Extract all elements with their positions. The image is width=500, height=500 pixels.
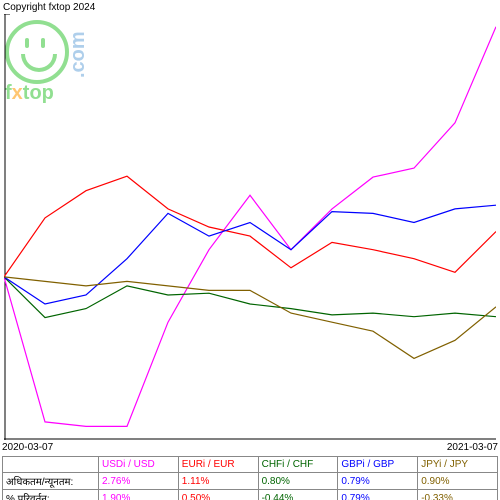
col-header: EURi / EUR — [178, 457, 258, 473]
col-header: CHFi / CHF — [258, 457, 338, 473]
table-cell: 1.11% — [178, 473, 258, 490]
series-line — [4, 176, 496, 277]
table-cell: 0.80% — [258, 473, 338, 490]
table-cell: 0.50% — [178, 490, 258, 500]
row-label: अधिकतम/न्यूनतम: — [3, 473, 99, 490]
series-line — [4, 205, 496, 304]
table-cell: 0.79% — [338, 490, 418, 500]
table-row: % परिवर्तन: 1.90% 0.50% -0.44% 0.79% -0.… — [3, 490, 498, 500]
x-axis-start-label: 2020-03-07 — [2, 442, 53, 453]
col-header: USDi / USD — [99, 457, 179, 473]
table-cell: -0.33% — [418, 490, 498, 500]
table-row: अधिकतम/न्यूनतम: 2.76% 1.11% 0.80% 0.79% … — [3, 473, 498, 490]
col-header: JPYi / JPY — [418, 457, 498, 473]
series-line — [4, 27, 496, 427]
line-chart — [4, 14, 496, 440]
table-cell: 1.90% — [99, 490, 179, 500]
table-corner-cell — [3, 457, 99, 473]
table-cell: -0.44% — [258, 490, 338, 500]
copyright-text: Copyright fxtop 2024 — [3, 2, 95, 13]
row-label: % परिवर्तन: — [3, 490, 99, 500]
table-cell: 0.90% — [418, 473, 498, 490]
table-header-row: USDi / USD EURi / EUR CHFi / CHF GBPi / … — [3, 457, 498, 473]
x-axis-end-label: 2021-03-07 — [447, 442, 498, 453]
table-cell: 2.76% — [99, 473, 179, 490]
table-cell: 0.79% — [338, 473, 418, 490]
series-line — [4, 277, 496, 359]
chart-container: Copyright fxtop 2024 fxtop .com 2020-03-… — [0, 0, 500, 500]
summary-table: USDi / USD EURi / EUR CHFi / CHF GBPi / … — [2, 456, 498, 500]
col-header: GBPi / GBP — [338, 457, 418, 473]
